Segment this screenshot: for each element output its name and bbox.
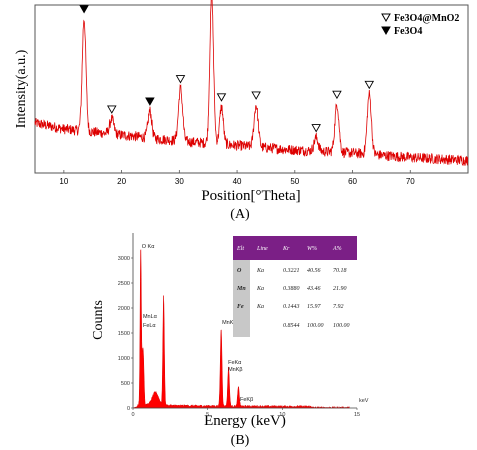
edx-y-axis: 0 500 1000 1500 2000 2500 3000 [118, 256, 133, 412]
composite-peak-marker-9 [364, 80, 375, 90]
edx-y-tick-label: 3000 [118, 256, 130, 262]
table-cell: 40.56 [307, 267, 321, 274]
xrd-peak-markers [79, 5, 375, 133]
xrd-x-axis-label: Position[°Theta] [201, 188, 300, 204]
table-cell: 15.97 [307, 304, 322, 310]
table-cell: 21.90 [333, 286, 347, 292]
edx-y-tick-label: 0 [127, 406, 130, 412]
edx-peak-label-5: MnKβ [228, 367, 242, 373]
xrd-x-tick-label: 60 [348, 177, 357, 186]
table-cell: Ka [256, 286, 264, 292]
table-header-cell: Line [256, 246, 268, 252]
edx-x-axis: 0 5 10 15 [131, 408, 360, 418]
edx-peak-label-4: FeKα [228, 360, 242, 366]
composite-peak-marker-6 [251, 91, 261, 100]
composite-peak-marker-8 [332, 90, 342, 100]
xrd-x-axis: 10 20 30 40 50 60 70 [59, 170, 415, 186]
edx-spectrum [132, 249, 350, 409]
table-header-cell: W% [307, 246, 317, 252]
edx-y-tick-label: 2500 [118, 281, 130, 287]
table-cell: Ka [256, 268, 264, 274]
xrd-x-tick-label: 20 [117, 177, 126, 186]
legend-label-fe3o4-mno2: Fe3O4@MnO2 [394, 13, 459, 24]
legend-filled-triangle-icon [381, 26, 391, 36]
xrd-x-tick-label: 30 [175, 177, 184, 186]
xrd-x-tick-label: 10 [59, 177, 68, 186]
edx-x-axis-label: Energy (keV) [204, 413, 286, 429]
table-header-cell: Kr [282, 246, 290, 252]
table-header-bg [233, 236, 357, 260]
edx-x-tick-label: 5 [206, 412, 209, 418]
edx-x-tick-label: 0 [131, 412, 134, 418]
fe3o4-peak-marker-2 [145, 97, 155, 106]
edx-panel: 0 500 1000 1500 2000 2500 3000 0 5 10 15 O Kα MnLα… [91, 233, 369, 448]
table-header-cell: Elt [236, 246, 244, 252]
edx-y-tick-label: 1500 [118, 331, 130, 337]
composite-peak-marker-5 [216, 93, 227, 102]
edx-quant-table: Elt Line Kr W% A% O Ka 0.3221 40.56 70.18 Mn Ka 0.38… [233, 236, 357, 337]
table-cell: 43.46 [307, 285, 321, 292]
xrd-panel: 10 20 30 40 50 60 70 Intensity(a.u.) Position[… [14, 0, 469, 222]
xrd-pattern-line [34, 0, 469, 166]
edx-y-tick-label: 1000 [118, 356, 130, 362]
composite-peak-marker-1 [107, 105, 117, 114]
xrd-y-axis-label: Intensity(a.u.) [14, 49, 29, 128]
composite-peak-marker-7 [311, 124, 321, 133]
legend-label-fe3o4: Fe3O4 [394, 26, 422, 37]
table-cell: Ka [256, 304, 264, 310]
table-element-column-bg [233, 260, 250, 337]
edx-x-tick-label: 10 [279, 412, 285, 418]
legend-open-triangle-icon [381, 13, 391, 23]
xrd-x-tick-label: 50 [290, 177, 299, 186]
edx-x-unit: keV [359, 398, 369, 404]
table-cell: 100.00 [307, 323, 324, 329]
edx-y-tick-label: 500 [121, 381, 130, 387]
xrd-plot-frame [34, 4, 469, 174]
table-cell: 0.3880 [283, 286, 300, 292]
table-cell: 100.00 [333, 323, 350, 329]
table-cell: Fe [237, 304, 244, 310]
table-cell: 0.1443 [283, 303, 300, 310]
edx-peak-label-3: MnKα [222, 320, 237, 326]
table-cell: 70.18 [333, 268, 347, 274]
edx-peak-label-2: FeLα [143, 323, 156, 329]
panel-label-b: (B) [231, 433, 250, 448]
composite-peak-marker-3 [175, 75, 186, 84]
edx-peak-label-1: MnLα [143, 314, 158, 320]
edx-y-axis-label: Counts [91, 300, 106, 340]
edx-y-tick-label: 2000 [118, 306, 130, 312]
table-cell: O [237, 268, 242, 274]
edx-peak-label-6: FeKβ [240, 397, 253, 403]
table-cell: Mn [236, 286, 246, 292]
edx-peak-label-0: O Kα [142, 244, 155, 250]
xrd-legend: Fe3O4@MnO2 Fe3O4 [381, 13, 459, 37]
table-cell: 7.92 [333, 304, 344, 310]
panel-label-a: (A) [230, 207, 250, 222]
table-header-cell: A% [332, 246, 342, 252]
fe3o4-peak-marker-0 [79, 5, 89, 14]
table-cell: 0.3221 [283, 268, 300, 274]
table-body-bg [250, 260, 357, 337]
xrd-x-tick-label: 40 [233, 177, 242, 186]
xrd-x-tick-label: 70 [406, 177, 415, 186]
edx-x-tick-label: 15 [354, 412, 360, 418]
table-cell: 0.8544 [283, 322, 300, 329]
